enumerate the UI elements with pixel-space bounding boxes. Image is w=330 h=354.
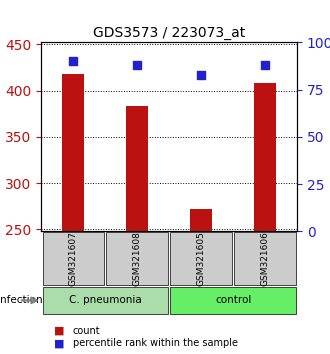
Point	[71, 58, 76, 64]
Point	[262, 62, 268, 68]
FancyBboxPatch shape	[107, 232, 168, 285]
FancyBboxPatch shape	[170, 232, 232, 285]
FancyBboxPatch shape	[234, 232, 296, 285]
Bar	[126, 106, 148, 231]
Bar	[62, 74, 84, 231]
FancyBboxPatch shape	[170, 287, 296, 314]
FancyBboxPatch shape	[43, 232, 104, 285]
Text: GSM321606: GSM321606	[260, 231, 270, 286]
Text: control: control	[215, 295, 251, 306]
Title: GDS3573 / 223073_at: GDS3573 / 223073_at	[93, 26, 245, 40]
Text: C. pneumonia: C. pneumonia	[69, 295, 142, 306]
Text: ■: ■	[54, 326, 65, 336]
Point	[198, 72, 204, 78]
Text: count: count	[73, 326, 100, 336]
Text: percentile rank within the sample: percentile rank within the sample	[73, 338, 238, 348]
Bar	[254, 83, 276, 231]
Text: GSM321608: GSM321608	[133, 231, 142, 286]
Point	[135, 62, 140, 68]
Bar	[190, 209, 212, 231]
FancyBboxPatch shape	[43, 287, 168, 314]
Text: GSM321605: GSM321605	[197, 231, 206, 286]
Text: GSM321607: GSM321607	[69, 231, 78, 286]
Text: ■: ■	[54, 338, 65, 348]
Text: infection: infection	[0, 295, 43, 306]
